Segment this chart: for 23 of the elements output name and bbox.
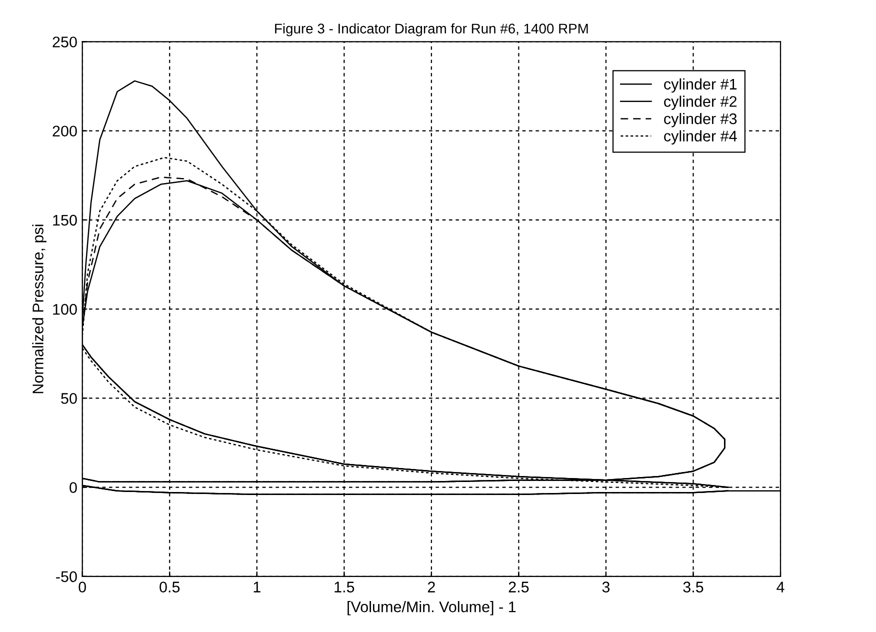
- y-tick-label: 200: [52, 126, 77, 137]
- y-axis-title: Normalized Pressure, psi: [32, 224, 46, 394]
- legend-label: cylinder #4: [664, 130, 737, 145]
- x-tick-label: 3.5: [683, 582, 704, 592]
- x-axis-title: [Volume/Min. Volume] - 1: [348, 601, 516, 616]
- x-tick-label: 3: [602, 582, 610, 592]
- y-tick-label: 250: [52, 36, 77, 48]
- y-tick-label: 100: [53, 304, 77, 315]
- y-tick-label: -50: [56, 571, 77, 582]
- x-tick-label: 1.5: [334, 582, 354, 592]
- legend-label: cylinder #3: [664, 112, 737, 128]
- legend-label: cylinder #2: [664, 96, 737, 110]
- x-tick-label: 2.5: [508, 582, 529, 592]
- legend-label: cylinder #1: [664, 78, 737, 93]
- y-tick-label: 150: [53, 214, 77, 226]
- x-tick-label: 0.5: [160, 582, 180, 592]
- x-tick-label: 0: [78, 582, 86, 592]
- chart-title: Figure 3 - Indicator Diagram for Run #6, 1400 RPM: [275, 23, 588, 36]
- x-tick-label: 4: [776, 582, 784, 592]
- y-tick-label: 50: [61, 393, 77, 404]
- y-tick-label: 0: [70, 482, 77, 493]
- x-tick-label: 2: [428, 582, 435, 592]
- x-tick-label: 1: [254, 582, 260, 592]
